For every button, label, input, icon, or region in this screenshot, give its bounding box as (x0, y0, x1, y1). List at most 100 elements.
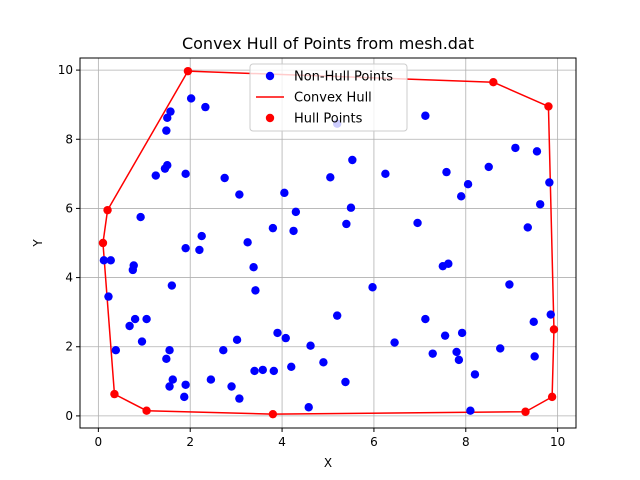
non-hull-point (269, 366, 279, 376)
non-hull-point (304, 403, 313, 412)
non-hull-point (273, 328, 282, 338)
non-hull-point (219, 345, 228, 355)
hull-point (183, 66, 193, 76)
non-hull-point (235, 394, 244, 403)
non-hull-point (341, 377, 350, 387)
non-hull-point (181, 243, 190, 253)
non-hull-point (546, 310, 555, 319)
non-hull-point (251, 286, 260, 295)
non-hull-point (440, 331, 450, 340)
non-hull-point (326, 173, 335, 182)
non-hull-point (125, 321, 134, 331)
non-hull-point (463, 180, 473, 189)
non-hull-point (348, 155, 357, 165)
non-hull-point (496, 344, 505, 353)
hull-line-layer (102, 70, 555, 415)
non-hull-point (428, 349, 437, 358)
non-hull-point (332, 311, 342, 320)
non-hull-point (511, 143, 520, 153)
hull-point (268, 409, 278, 419)
hull-point (110, 389, 119, 399)
x-tick-label: 2 (186, 435, 194, 449)
hull-point (489, 78, 498, 87)
non-hull-point (319, 358, 328, 367)
y-tick-label: 0 (65, 409, 73, 423)
non-hull-point (220, 173, 229, 183)
non-hull-point (180, 392, 189, 402)
hull-point (547, 392, 557, 402)
non-hull-point (167, 281, 177, 290)
chart-title: Convex Hull of Points from mesh.dat (182, 34, 474, 53)
non-hull-point (457, 328, 467, 338)
non-hull-point (162, 126, 171, 135)
non-hull-point (227, 382, 236, 391)
hull-point (142, 406, 151, 415)
non-hull-point (181, 169, 190, 179)
non-hull-point (168, 375, 177, 384)
y-tick-label: 10 (58, 63, 73, 77)
non-hull-point (163, 113, 172, 123)
non-hull-point (368, 283, 377, 292)
legend-label: Convex Hull (294, 91, 372, 106)
non-hull-point (523, 223, 532, 232)
non-hull-point (165, 382, 174, 391)
non-hull-point (106, 256, 115, 265)
non-hull-point (206, 375, 216, 384)
non-hull-point (442, 167, 451, 177)
non-hull-point (346, 203, 356, 212)
y-tick-label: 8 (65, 132, 73, 146)
non-hull-point (342, 219, 351, 229)
non-hull-point (235, 190, 244, 199)
non-hull-point (268, 223, 278, 233)
non-hull-point (232, 335, 242, 345)
non-hull-point (99, 256, 109, 265)
legend-box (249, 63, 408, 132)
non-hull-point (195, 245, 204, 255)
non-hull-point (529, 317, 538, 327)
x-tick-label: 10 (550, 435, 565, 449)
non-hull-point (151, 171, 160, 180)
x-tick-label: 8 (462, 435, 470, 449)
non-hull-point (454, 355, 464, 365)
non-hull-point (258, 365, 267, 375)
hull-point (103, 205, 112, 215)
non-hull-point (545, 178, 554, 187)
non-hull-point (142, 314, 151, 324)
non-hull-point (165, 345, 174, 355)
non-hull-point (201, 102, 210, 112)
x-axis-label: X (324, 456, 332, 470)
non-hull-point (470, 370, 480, 379)
non-hull-point (535, 200, 545, 209)
non-hull-point (130, 314, 140, 324)
non-hull-point (250, 366, 259, 376)
non-hull-point (129, 261, 138, 270)
axis-ticks: 0 2 4 6 8 10 0 2 4 6 8 10 (58, 63, 566, 449)
non-hull-point (505, 280, 514, 289)
non-hull-point (136, 212, 145, 222)
non-hull-point (111, 345, 121, 355)
non-hull-point (421, 111, 430, 120)
non-hull-point (532, 147, 542, 156)
non-hull-point (452, 347, 461, 357)
legend-label: Hull Points (294, 112, 363, 127)
x-tick-label: 0 (95, 435, 103, 449)
x-tick-label: 4 (278, 435, 286, 449)
y-axis-label: Y (31, 239, 45, 248)
hull-point (544, 102, 553, 111)
non-hull-point (249, 263, 258, 272)
non-hull-point (281, 333, 290, 343)
non-hull-point (291, 207, 301, 217)
hull-point (98, 238, 108, 248)
hull-point (549, 325, 559, 334)
y-tick-label: 4 (65, 271, 73, 285)
non-hull-point (162, 354, 171, 364)
plot-area-frame (79, 57, 577, 429)
non-hull-point (530, 352, 539, 361)
non-hull-point (421, 314, 430, 324)
non-hull-point (197, 231, 206, 241)
non-hull-point (289, 226, 298, 236)
non-hull-point (104, 292, 113, 301)
non-hull-point (381, 169, 390, 179)
non-hull-point (390, 338, 399, 347)
non-hull-point (137, 337, 147, 346)
